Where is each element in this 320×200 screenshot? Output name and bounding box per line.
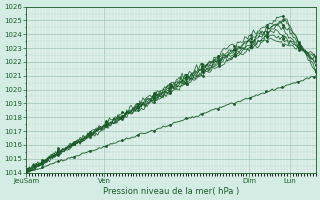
X-axis label: Pression niveau de la mer( hPa ): Pression niveau de la mer( hPa ) [103,187,239,196]
